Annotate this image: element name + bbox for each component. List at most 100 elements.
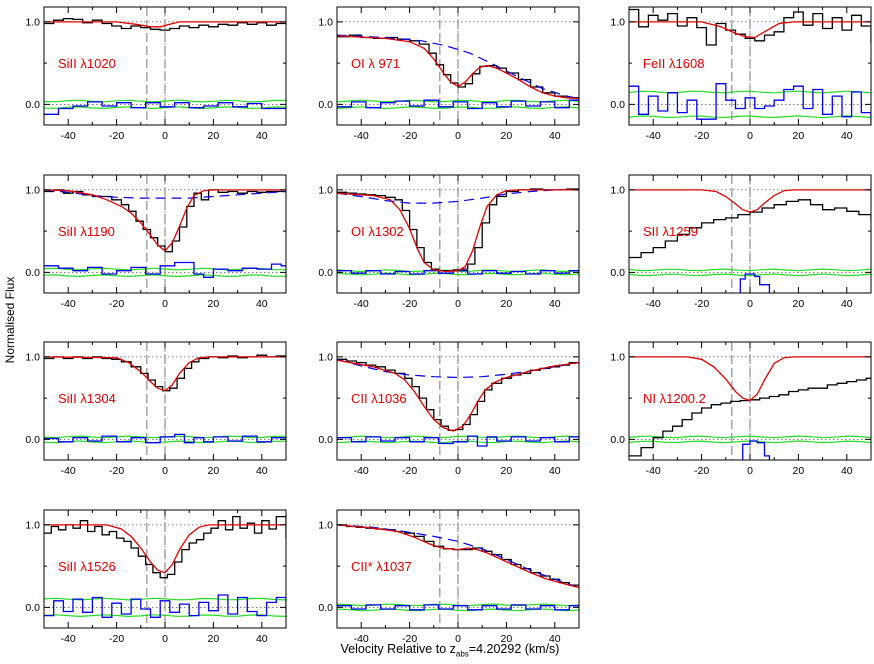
x-tick-label: 20: [501, 465, 513, 477]
residual-spectrum: [739, 273, 771, 293]
voigt-model: [337, 524, 579, 589]
error-band: [44, 99, 286, 103]
x-tick-label: -20: [402, 298, 417, 310]
continuum-model: [337, 189, 579, 204]
x-tick-label: 40: [549, 130, 561, 142]
x-tick-label: 20: [208, 465, 220, 477]
y-tick-label: 0.0: [610, 267, 625, 279]
x-tick-label: 40: [549, 633, 561, 645]
x-tick-label: 0: [455, 130, 461, 142]
x-tick-label: 0: [747, 298, 753, 310]
y-tick-label: 1.0: [25, 351, 40, 363]
x-tick-label: -40: [61, 130, 76, 142]
x-tick-label: -40: [61, 465, 76, 477]
residual-spectrum: [44, 261, 286, 278]
y-tick-label: 0.0: [318, 434, 333, 446]
ion-label: SiII λ1304: [58, 391, 116, 406]
x-tick-label: -20: [402, 130, 417, 142]
x-axis-label-sub: abs: [455, 649, 469, 659]
x-tick-label: 40: [256, 298, 268, 310]
error-band: [44, 440, 286, 444]
continuum-model: [44, 189, 286, 199]
x-tick-label: 0: [455, 298, 461, 310]
x-tick-label: -40: [646, 298, 661, 310]
x-tick-label: -20: [109, 298, 124, 310]
x-tick-label: 40: [549, 465, 561, 477]
y-tick-label: 1.0: [610, 351, 625, 363]
voigt-model: [44, 524, 286, 574]
x-tick-label: 20: [793, 130, 805, 142]
error-band: [629, 268, 871, 272]
ion-label: SiII λ1190: [58, 224, 115, 239]
voigt-model: [44, 356, 286, 392]
panel-plot-area: [337, 175, 579, 293]
x-tick-label: -40: [646, 130, 661, 142]
x-tick-label: -20: [109, 130, 124, 142]
x-tick-label: -20: [402, 633, 417, 645]
x-tick-label: 40: [841, 130, 853, 142]
residual-spectrum: [337, 270, 579, 275]
x-tick-label: 0: [455, 465, 461, 477]
x-axis-label-prefix: Velocity Relative to z: [340, 642, 456, 656]
error-band: [44, 614, 286, 618]
error-band: [629, 115, 871, 119]
y-tick-label: 1.0: [318, 16, 333, 28]
flux-spectrum: [629, 377, 871, 457]
x-tick-label: -40: [61, 633, 76, 645]
residual-spectrum: [337, 99, 579, 110]
ion-label: NI λ1200.2: [643, 391, 706, 406]
panel-feii-1608: -40 -20 0 20 40 0.0 1.0 FeII λ1608: [610, 6, 872, 142]
error-band: [337, 99, 579, 103]
ion-label: OI λ 971: [351, 56, 400, 71]
x-tick-label: 0: [162, 130, 168, 142]
y-tick-label: 1.0: [25, 16, 40, 28]
x-tick-label: 40: [256, 465, 268, 477]
ion-label: SiII λ1526: [58, 559, 116, 574]
x-tick-label: -40: [646, 465, 661, 477]
voigt-model: [629, 356, 871, 402]
error-band: [44, 597, 286, 601]
panel-oi-1302: -40 -20 0 20 40 0.0 1.0 OI λ1302: [318, 174, 580, 310]
y-tick-label: 1.0: [610, 16, 625, 28]
y-tick-label: 0.0: [610, 99, 625, 111]
continuum-model: [337, 524, 579, 589]
residual-spectrum: [337, 435, 579, 447]
y-tick-label: 1.0: [25, 184, 40, 196]
panel-plot-area: [44, 510, 286, 628]
panel-plot-area: [629, 7, 871, 125]
y-tick-label: 1.0: [318, 351, 333, 363]
panel-plot-area: [44, 175, 286, 293]
ion-label: FeII λ1608: [643, 56, 704, 71]
panel-plot-area: [629, 175, 871, 293]
error-band: [629, 435, 871, 439]
x-tick-label: -20: [402, 465, 417, 477]
residual-spectrum: [44, 433, 286, 444]
x-tick-label: 20: [793, 298, 805, 310]
panel-plot-area: [44, 342, 286, 460]
voigt-model: [337, 189, 579, 273]
voigt-model: [337, 35, 579, 100]
panel-siii-1190: -40 -20 0 20 40 0.0 1.0 SiII λ1190: [25, 174, 287, 310]
x-tick-label: -40: [354, 633, 369, 645]
continuum-model: [337, 358, 579, 379]
x-tick-label: 0: [455, 633, 461, 645]
x-tick-label: 20: [501, 298, 513, 310]
residual-spectrum: [44, 594, 286, 618]
flux-spectrum: [44, 354, 286, 392]
flux-spectrum: [44, 17, 286, 31]
voigt-model: [629, 21, 871, 39]
panel-cii-1036: -40 -20 0 20 40 0.0 1.0 CII λ1036: [318, 341, 580, 477]
residual-spectrum: [44, 101, 286, 115]
x-tick-label: 40: [256, 130, 268, 142]
panel-siii-1526: -40 -20 0 20 40 0.0 1.0 SiII λ1526: [25, 509, 287, 645]
ion-label: SII λ1259: [643, 224, 698, 239]
error-band: [44, 106, 286, 110]
x-tick-label: -40: [354, 298, 369, 310]
x-tick-label: 20: [501, 130, 513, 142]
x-tick-label: 20: [208, 130, 220, 142]
ion-label: OI λ1302: [351, 224, 404, 239]
x-tick-label: 20: [208, 633, 220, 645]
x-tick-label: -40: [354, 130, 369, 142]
ion-label: SiII λ1020: [58, 56, 116, 71]
